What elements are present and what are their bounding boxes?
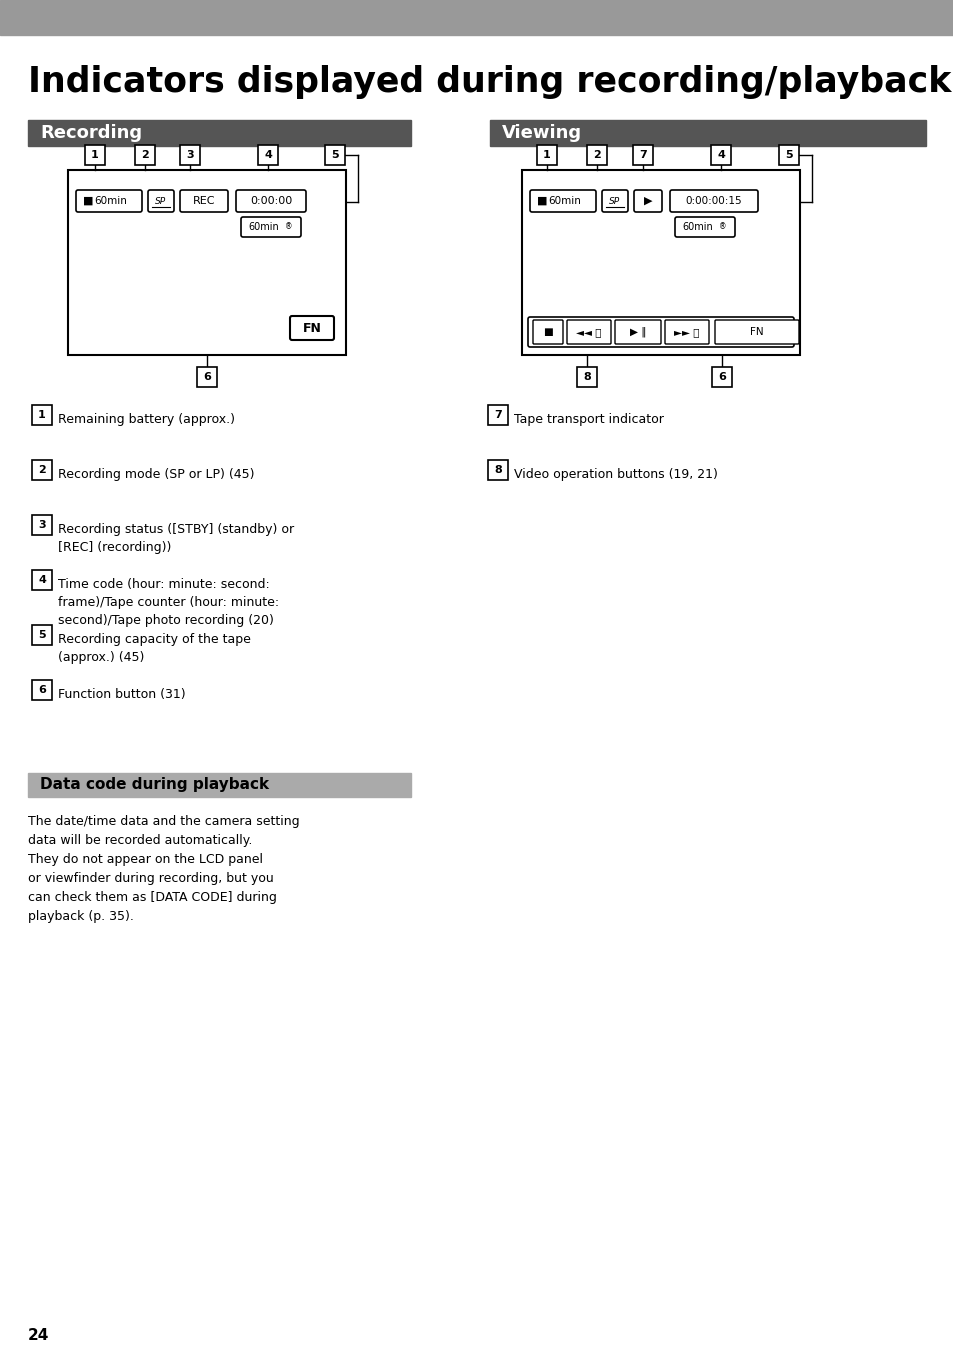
Bar <box>28 773 411 797</box>
Text: 2: 2 <box>141 151 149 160</box>
FancyBboxPatch shape <box>664 320 708 345</box>
FancyBboxPatch shape <box>290 316 334 341</box>
Text: Tape transport indicator: Tape transport indicator <box>514 413 663 426</box>
Text: 4: 4 <box>38 575 46 585</box>
Text: Recording status ([STBY] (standby) or
[REC] (recording)): Recording status ([STBY] (standby) or [R… <box>58 522 294 554</box>
FancyBboxPatch shape <box>566 320 610 345</box>
Text: The date/time data and the camera setting
data will be recorded automatically.
T: The date/time data and the camera settin… <box>28 816 299 923</box>
Text: Data code during playback: Data code during playback <box>40 778 269 792</box>
Text: ►► ⓦ: ►► ⓦ <box>674 327 699 337</box>
Text: ■: ■ <box>537 195 547 206</box>
Text: Remaining battery (approx.): Remaining battery (approx.) <box>58 413 234 426</box>
Text: 4: 4 <box>264 151 272 160</box>
FancyBboxPatch shape <box>32 570 52 590</box>
Bar <box>28 119 411 147</box>
FancyBboxPatch shape <box>148 190 173 212</box>
Text: ®: ® <box>719 223 726 232</box>
Text: FN: FN <box>302 322 321 334</box>
FancyBboxPatch shape <box>533 320 562 345</box>
FancyBboxPatch shape <box>714 320 799 345</box>
Text: 5: 5 <box>784 151 792 160</box>
Text: 2: 2 <box>593 151 600 160</box>
Text: ▶ ‖: ▶ ‖ <box>629 327 645 338</box>
Text: 60min: 60min <box>681 223 712 232</box>
Text: SP: SP <box>155 197 167 205</box>
Text: ®: ® <box>285 223 293 232</box>
FancyBboxPatch shape <box>530 190 596 212</box>
FancyBboxPatch shape <box>76 190 142 212</box>
Text: 7: 7 <box>494 410 501 421</box>
FancyBboxPatch shape <box>488 460 507 480</box>
FancyBboxPatch shape <box>180 190 228 212</box>
Text: 0:00:00:15: 0:00:00:15 <box>685 195 741 206</box>
Text: Function button (31): Function button (31) <box>58 688 186 702</box>
Text: 3: 3 <box>38 520 46 531</box>
Text: 6: 6 <box>203 372 211 383</box>
FancyBboxPatch shape <box>710 145 730 166</box>
Text: Recording mode (SP or LP) (45): Recording mode (SP or LP) (45) <box>58 468 254 480</box>
Text: FN: FN <box>749 327 763 337</box>
FancyBboxPatch shape <box>241 217 301 237</box>
Text: 8: 8 <box>494 465 501 475</box>
Text: Indicators displayed during recording/playback: Indicators displayed during recording/pl… <box>28 65 950 99</box>
FancyBboxPatch shape <box>601 190 627 212</box>
Text: 60min: 60min <box>94 195 127 206</box>
Text: ■: ■ <box>542 327 553 337</box>
FancyBboxPatch shape <box>669 190 758 212</box>
FancyBboxPatch shape <box>615 320 660 345</box>
Text: 1: 1 <box>38 410 46 421</box>
Text: Viewing: Viewing <box>501 123 581 142</box>
Bar <box>0 0 953 35</box>
FancyBboxPatch shape <box>779 145 799 166</box>
FancyBboxPatch shape <box>32 680 52 700</box>
Text: 4: 4 <box>717 151 724 160</box>
Text: Video operation buttons (19, 21): Video operation buttons (19, 21) <box>514 468 717 480</box>
Text: 6: 6 <box>38 685 46 695</box>
Text: ◄◄ ⓦ: ◄◄ ⓦ <box>576 327 601 337</box>
Text: 8: 8 <box>582 372 590 383</box>
Text: ■: ■ <box>83 195 93 206</box>
Text: Recording: Recording <box>40 123 142 142</box>
FancyBboxPatch shape <box>257 145 277 166</box>
Text: 6: 6 <box>718 372 725 383</box>
FancyBboxPatch shape <box>675 217 734 237</box>
Text: Recording capacity of the tape
(approx.) (45): Recording capacity of the tape (approx.)… <box>58 632 251 664</box>
Text: 5: 5 <box>331 151 338 160</box>
Text: 0:00:00: 0:00:00 <box>250 195 292 206</box>
Text: ▶: ▶ <box>643 195 652 206</box>
FancyBboxPatch shape <box>586 145 606 166</box>
FancyBboxPatch shape <box>325 145 345 166</box>
FancyBboxPatch shape <box>32 516 52 535</box>
FancyBboxPatch shape <box>488 404 507 425</box>
FancyBboxPatch shape <box>634 190 661 212</box>
Text: Time code (hour: minute: second:
frame)/Tape counter (hour: minute:
second)/Tape: Time code (hour: minute: second: frame)/… <box>58 578 279 627</box>
Text: 2: 2 <box>38 465 46 475</box>
FancyBboxPatch shape <box>527 318 793 347</box>
Bar <box>521 170 800 356</box>
FancyBboxPatch shape <box>711 366 731 387</box>
FancyBboxPatch shape <box>235 190 306 212</box>
Text: 5: 5 <box>38 630 46 641</box>
FancyBboxPatch shape <box>135 145 154 166</box>
FancyBboxPatch shape <box>577 366 597 387</box>
Text: SP: SP <box>609 197 619 205</box>
Text: 1: 1 <box>542 151 550 160</box>
FancyBboxPatch shape <box>85 145 105 166</box>
FancyBboxPatch shape <box>32 404 52 425</box>
Text: 1: 1 <box>91 151 99 160</box>
Text: REC: REC <box>193 195 215 206</box>
FancyBboxPatch shape <box>32 460 52 480</box>
FancyBboxPatch shape <box>537 145 557 166</box>
FancyBboxPatch shape <box>633 145 652 166</box>
Text: 60min: 60min <box>547 195 580 206</box>
Text: 3: 3 <box>186 151 193 160</box>
FancyBboxPatch shape <box>196 366 216 387</box>
FancyBboxPatch shape <box>32 626 52 645</box>
Text: 24: 24 <box>28 1327 50 1342</box>
Text: 7: 7 <box>639 151 646 160</box>
Text: 60min: 60min <box>248 223 278 232</box>
Bar <box>68 170 346 356</box>
FancyBboxPatch shape <box>180 145 200 166</box>
Bar <box>490 119 925 147</box>
